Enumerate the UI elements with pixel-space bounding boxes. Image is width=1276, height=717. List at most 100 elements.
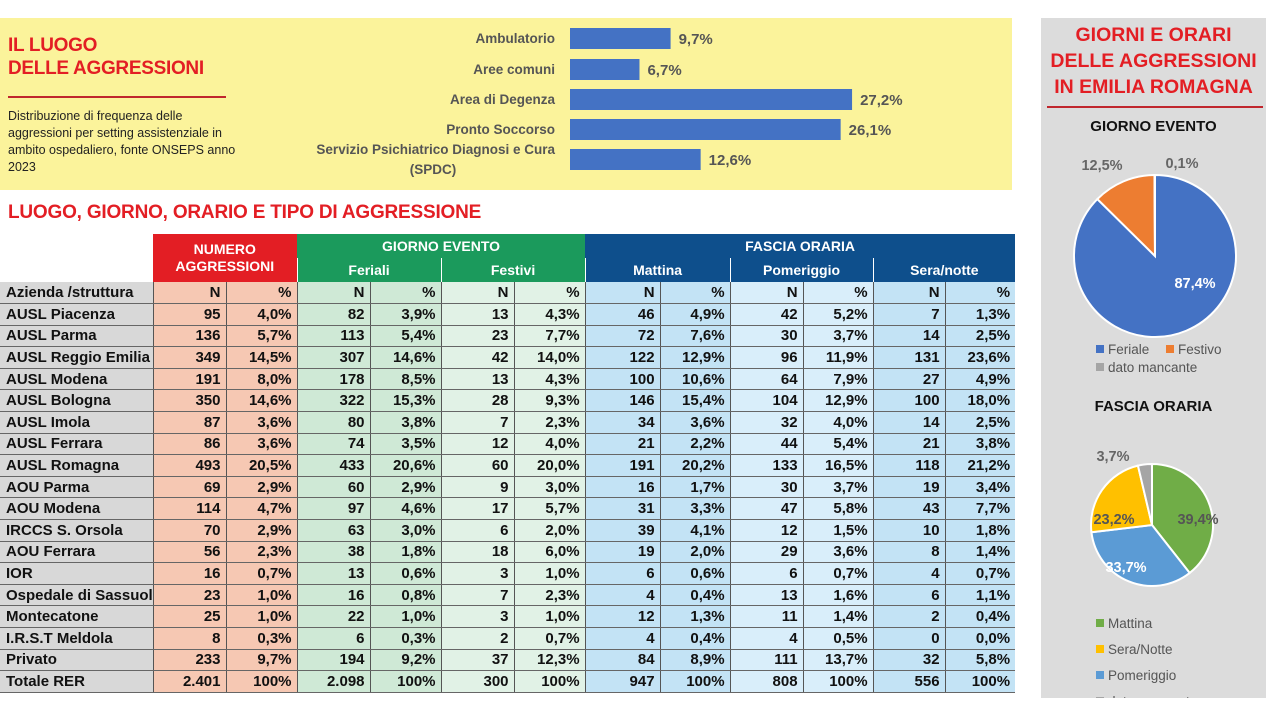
table-cell: 13	[296, 562, 371, 585]
table-cell: 3,0%	[369, 519, 442, 542]
pie-data-label: 12,5%	[1081, 158, 1122, 174]
right-title-line: GIORNI E ORARI	[1075, 24, 1232, 46]
table-cell: N	[584, 282, 661, 305]
pie-slice	[1153, 173, 1156, 257]
bar-value-label: 9,7%	[679, 31, 713, 48]
bar	[570, 59, 640, 80]
table-cell: 7,9%	[802, 368, 874, 391]
aggressioni-table: NUMERO AGGRESSIONI GIORNO EVENTO FASCIA OR…	[0, 234, 1016, 693]
table-cell: 0	[872, 627, 946, 650]
luogo-title-line: DELLE AGGRESSIONI	[8, 58, 204, 79]
table-cell: 69	[152, 476, 226, 499]
table-cell: 0,4%	[659, 627, 731, 650]
table-cell: 12	[584, 605, 661, 628]
divider	[1047, 106, 1263, 108]
table-cell: 86	[152, 433, 226, 456]
table-cell: 20,2%	[659, 454, 731, 477]
right-title-line: IN EMILIA ROMAGNA	[1054, 76, 1253, 98]
table-cell: 8	[152, 627, 226, 650]
table-cell: 38	[296, 541, 371, 564]
table-cell: 2,2%	[659, 433, 731, 456]
table-cell: 322	[296, 389, 371, 413]
table-cell: 8,0%	[225, 368, 298, 391]
table-cell: 100%	[513, 670, 586, 693]
pie-data-label: 3,7%	[1096, 449, 1129, 465]
table-cell: 0,7%	[944, 562, 1016, 585]
table-cell: 3,6%	[225, 433, 298, 456]
table-cell: 0,3%	[225, 627, 298, 650]
table-header-giorno: GIORNO EVENTO	[297, 234, 586, 258]
table-cell: 7,6%	[659, 325, 731, 348]
table-cell: 74	[296, 433, 371, 456]
bar	[570, 28, 671, 49]
table-cell: 0,6%	[369, 562, 442, 585]
table-row: AUSL Bologna 350 14,6% 322 15,3% 28 9,3% 146 15,…	[0, 389, 1016, 413]
table-cell: 4	[872, 562, 946, 585]
pie-fascia-oraria: 39,4% 33,7% 23,2% 3,7% Mattina Sera/Notte Pome…	[1090, 449, 1219, 698]
table-cell: 7	[872, 303, 946, 326]
table-cell: 80	[296, 411, 371, 434]
bar-value-label: 12,6%	[709, 152, 752, 169]
table-cell: 11	[729, 605, 804, 628]
pie-title-fascia: FASCIA ORARIA	[1094, 398, 1213, 415]
table-cell: 23	[152, 584, 226, 607]
table-cell: 5,4%	[369, 325, 442, 348]
table-cell: 11,9%	[802, 346, 874, 369]
table-cell: 7	[440, 584, 515, 607]
legend-swatch	[1096, 345, 1104, 353]
table-cell: 0,0%	[944, 627, 1016, 650]
table-cell: 0,7%	[802, 562, 874, 585]
table-cell: 3,6%	[225, 411, 298, 434]
table-cell: 1,0%	[225, 605, 298, 628]
section-title: LUOGO, GIORNO, ORARIO E TIPO DI AGGRESSI…	[8, 202, 482, 223]
right-panel-title: GIORNI E ORARI DELLE AGGRESSIONI IN EMIL…	[1041, 22, 1266, 100]
legend-label: dato mancante	[1108, 694, 1197, 698]
pie-slice	[1136, 462, 1153, 526]
table-cell: 0,4%	[944, 605, 1016, 628]
table-cell-struttura: IOR	[0, 562, 153, 585]
bar-label: (SPDC)	[410, 162, 457, 177]
table-cell: 46	[584, 303, 661, 326]
legend-label: dato mancante	[1108, 360, 1197, 375]
bar-label: Pronto Soccorso	[446, 122, 555, 137]
table-cell: 100%	[225, 670, 298, 693]
table-cell: 4,9%	[659, 303, 731, 326]
table-cell: 7,7%	[944, 497, 1016, 521]
bar	[570, 119, 841, 140]
table-cell: 191	[584, 454, 661, 477]
table-cell: 13	[440, 303, 515, 326]
table-cell-struttura: AOU Modena	[0, 497, 153, 521]
table-cell: 97	[296, 497, 371, 521]
table-cell: 12,9%	[659, 346, 731, 369]
legend-label: Festivo	[1178, 342, 1222, 357]
table-column-header-row: Azienda /struttura N% N% N% N% N% N%	[0, 282, 1016, 305]
table-cell: 2,9%	[225, 476, 298, 499]
table-cell: 6	[584, 562, 661, 585]
table-cell-struttura: Totale RER	[0, 670, 153, 693]
bar-label: Area di Degenza	[450, 92, 556, 107]
table-cell: 131	[872, 346, 946, 369]
table-cell: 12	[440, 433, 515, 456]
legend-swatch	[1096, 697, 1104, 698]
table-cell: 9,2%	[369, 649, 442, 672]
table-cell-struttura: Azienda /struttura	[0, 282, 153, 305]
table-cell: 8,9%	[659, 649, 731, 672]
table-cell: 0,6%	[659, 562, 731, 585]
table-cell: 42	[440, 346, 515, 369]
table-header-empty	[0, 234, 153, 282]
table-cell: 95	[152, 303, 226, 326]
table-row: AOU Parma 69 2,9% 60 2,9% 9 3,0% 16 1,7% 30 3,7% 19…	[0, 476, 1016, 499]
bar-value-label: 6,7%	[647, 62, 681, 79]
table-cell: 8	[872, 541, 946, 564]
setting-bar-chart: Ambulatorio 9,7% Aree comuni 6,7% Area di De…	[316, 28, 903, 177]
table-cell: 3	[440, 562, 515, 585]
table-cell: 0,7%	[225, 562, 298, 585]
pie-slice	[1090, 523, 1192, 587]
table-cell: 5,7%	[513, 497, 586, 521]
table-cell: 0,3%	[369, 627, 442, 650]
table-cell: 21	[584, 433, 661, 456]
table-cell: %	[802, 282, 874, 305]
table-cell: 111	[729, 649, 804, 672]
table-row: AOU Modena 114 4,7% 97 4,6% 17 5,7% 31 3,3% 47 5,8…	[0, 497, 1016, 521]
table-cell: 6	[729, 562, 804, 585]
